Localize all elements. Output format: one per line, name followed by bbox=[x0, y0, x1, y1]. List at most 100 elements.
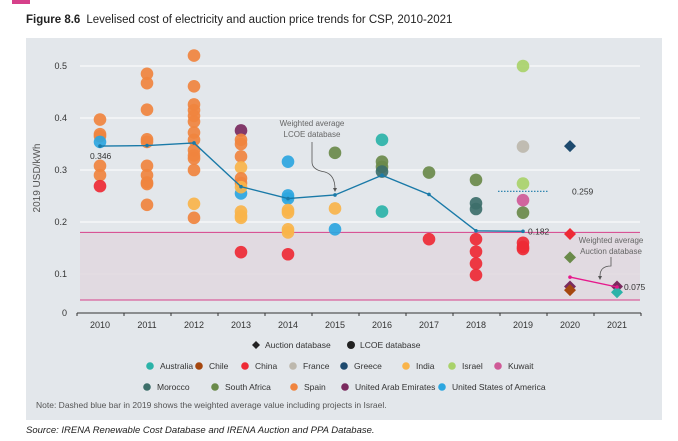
lcoe-point-spain bbox=[140, 67, 154, 81]
lcoe-weighted-average-line-marker bbox=[474, 229, 478, 233]
legend-swatch-israel bbox=[448, 362, 456, 370]
y-axis-label: 2019 USD/kWh bbox=[32, 144, 43, 213]
lcoe-point-south-africa bbox=[422, 166, 436, 179]
legend-swatch-kuwait bbox=[494, 362, 502, 370]
legend-label: Chile bbox=[209, 361, 229, 371]
lcoe-point-spain bbox=[187, 115, 201, 128]
chart-panel bbox=[26, 38, 662, 420]
legend-swatch-india bbox=[402, 362, 410, 370]
lcoe-weighted-average-line bbox=[99, 142, 524, 233]
auction-weighted-average-line-marker bbox=[568, 275, 572, 279]
lcoe-point-morocco bbox=[375, 165, 389, 178]
x-tick-label: 2013 bbox=[231, 320, 251, 330]
legend-label: Spain bbox=[304, 382, 326, 392]
legend-swatch-south-africa bbox=[211, 383, 219, 391]
legend-label: Auction database bbox=[265, 340, 331, 350]
figure-label: Figure 8.6 bbox=[26, 14, 80, 26]
legend-swatch-chile bbox=[195, 362, 203, 370]
lcoe-point-spain bbox=[187, 152, 201, 165]
lcoe-point-india bbox=[187, 197, 201, 211]
legend-swatch-spain bbox=[290, 383, 298, 391]
y-tick-label: 0 bbox=[62, 308, 67, 318]
auction-point-china bbox=[564, 227, 576, 240]
legend-label: Greece bbox=[354, 361, 382, 371]
x-tick-label: 2010 bbox=[90, 320, 110, 330]
x-tick-label: 2011 bbox=[137, 320, 156, 330]
lcoe-point-spain bbox=[187, 163, 201, 177]
lcoe-point-spain bbox=[187, 211, 201, 225]
legend-label: Morocco bbox=[157, 382, 190, 392]
lcoe-point-india bbox=[328, 202, 342, 215]
auction-point-australia bbox=[611, 286, 623, 299]
lcoe-point-spain bbox=[93, 159, 107, 173]
lcoe-point-united-states-of-america bbox=[328, 222, 342, 236]
lcoe-point-china bbox=[469, 245, 483, 258]
y-tick-label: 0.3 bbox=[54, 165, 67, 175]
lcoe-point-spain bbox=[140, 103, 154, 116]
auction-weighted-average-line bbox=[569, 276, 618, 288]
legend-circle-icon bbox=[347, 341, 355, 349]
y-tick-label: 0.1 bbox=[54, 269, 67, 279]
lcoe-point-united-states-of-america bbox=[93, 135, 107, 149]
annotation-arrow bbox=[599, 257, 612, 277]
legend-swatch-greece bbox=[340, 362, 348, 370]
lcoe-average-annotation: Weighted average bbox=[280, 119, 345, 128]
lcoe-point-india bbox=[281, 206, 295, 219]
data-label: 0.182 bbox=[528, 226, 550, 236]
legend-label: LCOE database bbox=[360, 340, 421, 350]
x-tick-label: 2019 bbox=[513, 320, 533, 330]
lcoe-weighted-average-line-marker bbox=[286, 196, 290, 201]
lcoe-weighted-average-line-marker bbox=[333, 193, 337, 197]
lcoe-point-spain bbox=[140, 177, 154, 191]
legend-label: South Africa bbox=[225, 382, 271, 392]
lcoe-point-spain bbox=[234, 150, 248, 163]
auction-weighted-average-line-marker bbox=[615, 285, 619, 289]
legend-swatch-china bbox=[241, 362, 249, 370]
lcoe-point-china bbox=[93, 179, 107, 193]
legend-label: India bbox=[416, 361, 435, 371]
x-tick-label: 2020 bbox=[560, 320, 580, 330]
x-tick-label: 2014 bbox=[278, 320, 298, 330]
lcoe-weighted-average-line-marker bbox=[380, 173, 384, 177]
auction-point-chile bbox=[564, 284, 576, 297]
x-tick-label: 2017 bbox=[419, 320, 439, 330]
lcoe-point-spain bbox=[140, 159, 154, 173]
y-tick-label: 0.2 bbox=[54, 217, 67, 227]
legend-swatch-australia bbox=[146, 362, 154, 370]
lcoe-point-india bbox=[281, 226, 295, 239]
lcoe-point-china bbox=[469, 257, 483, 270]
lcoe-point-united-states-of-america bbox=[281, 155, 295, 168]
lcoe-weighted-average-line-marker bbox=[427, 192, 431, 197]
lcoe-point-france bbox=[516, 140, 530, 153]
legend-diamond-icon bbox=[252, 341, 260, 349]
lcoe-point-united-arab-emirates bbox=[234, 124, 248, 137]
lcoe-point-spain bbox=[93, 113, 107, 126]
chart-note: Note: Dashed blue bar in 2019 shows the … bbox=[36, 400, 387, 410]
y-tick-label: 0.5 bbox=[54, 61, 67, 71]
data-label: 0.259 bbox=[572, 186, 594, 196]
lcoe-point-spain bbox=[93, 168, 107, 182]
x-tick-label: 2016 bbox=[372, 320, 392, 330]
lcoe-point-spain bbox=[187, 49, 201, 62]
annotation-arrow bbox=[311, 142, 336, 190]
lcoe-point-china bbox=[422, 232, 436, 246]
lcoe-point-spain bbox=[140, 76, 154, 90]
data-label: 0.075 bbox=[624, 282, 646, 292]
y-tick-label: 0.4 bbox=[54, 113, 67, 123]
lcoe-point-india bbox=[234, 211, 248, 225]
lcoe-point-spain bbox=[234, 137, 248, 151]
lcoe-weighted-average-line-marker bbox=[98, 144, 102, 148]
lcoe-point-china bbox=[234, 245, 248, 259]
legend-label: Australia bbox=[160, 361, 193, 371]
lcoe-point-china bbox=[281, 247, 295, 261]
source-text: Source: IRENA Renewable Cost Database an… bbox=[26, 425, 375, 436]
lcoe-point-morocco bbox=[469, 202, 483, 216]
x-tick-label: 2021 bbox=[607, 320, 627, 330]
lcoe-point-south-africa bbox=[469, 173, 483, 187]
lcoe-weighted-average-line-marker bbox=[239, 184, 243, 189]
auction-average-annotation: Auction database bbox=[580, 247, 642, 256]
lcoe-point-kuwait bbox=[516, 193, 530, 207]
lcoe-weighted-average-line-marker bbox=[192, 141, 196, 145]
lcoe-point-spain bbox=[187, 79, 201, 93]
